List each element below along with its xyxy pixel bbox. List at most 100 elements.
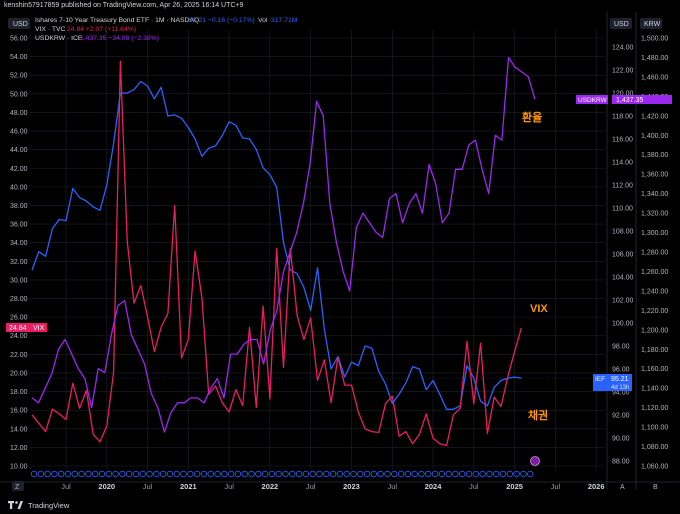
dividend-marker[interactable] [465,470,473,478]
dividend-marker[interactable] [438,470,446,478]
dividend-marker[interactable] [159,470,167,478]
annotation-bond: 채권 [528,408,548,422]
dividend-marker[interactable] [431,470,439,478]
dividend-marker[interactable] [268,470,276,478]
right-currency-label-2[interactable]: KRW [644,21,661,28]
dividend-marker[interactable] [30,470,38,478]
dividend-marker[interactable] [370,470,378,478]
mid-tick-label: 114.00 [612,160,633,167]
dividend-marker[interactable] [377,470,384,478]
dividend-marker[interactable] [499,470,507,478]
dividend-marker[interactable] [64,470,72,478]
annotation-fx: 환율 [522,110,542,124]
dividend-marker[interactable] [309,470,316,478]
dividend-marker[interactable] [221,470,228,478]
dividend-marker[interactable] [336,470,344,478]
dividend-marker[interactable] [187,470,194,478]
dividend-marker[interactable] [472,470,480,478]
earnings-marker[interactable] [530,456,540,466]
right-tick-label: 1,060.00 [641,464,668,471]
dividend-marker[interactable] [397,470,405,478]
dividend-marker[interactable] [200,470,208,478]
zoom-button[interactable]: Z [15,484,20,491]
right-tick-label: 1,460.00 [641,74,668,81]
dividend-marker[interactable] [282,470,289,478]
dividend-marker[interactable] [255,470,262,478]
legend-usdkrw-title[interactable]: USDKRW · ICE [35,35,83,42]
dividend-marker[interactable] [91,470,99,478]
dividend-marker[interactable] [248,470,255,478]
dividend-marker[interactable] [391,470,398,478]
x-tick-label: Jul [143,482,153,491]
dividend-marker[interactable] [343,470,350,478]
dividend-marker[interactable] [357,470,364,478]
x-tick-label: 2025 [506,482,523,491]
dividend-marker[interactable] [418,470,425,478]
dividend-marker[interactable] [85,470,92,478]
dividend-marker[interactable] [193,470,201,478]
usdkrw-line [31,56,536,433]
dividend-marker[interactable] [71,470,78,478]
usdkrw-badge-value: 1,437.35 [616,97,643,104]
dividend-marker[interactable] [513,470,520,478]
dividend-marker[interactable] [302,470,310,478]
dividend-marker[interactable] [316,470,323,478]
dividend-marker[interactable] [153,470,160,478]
usdkrw-name-bg [576,95,608,104]
dividend-marker[interactable] [112,470,119,478]
dividend-marker[interactable] [37,470,44,478]
dividend-marker[interactable] [411,470,418,478]
dividend-marker[interactable] [527,470,534,478]
dividend-marker[interactable] [51,470,58,478]
dividend-marker[interactable] [363,470,371,478]
legend-ief-title[interactable]: Ishares 7-10 Year Treasury Bond ETF · 1M… [35,17,199,24]
legend-vix-title[interactable]: VIX · TVC [35,26,66,33]
x-tick-label: 2021 [180,482,197,491]
usdkrw-value-bg [612,95,672,104]
dividend-marker[interactable] [98,470,106,478]
dividend-marker[interactable] [180,470,187,478]
chart-canvas[interactable]: Jul 2020 Jul 2021 Jul 2022 Jul 2023 Jul 2024 Jul 20… [0,12,680,496]
dividend-marker[interactable] [506,470,514,478]
dividend-marker[interactable] [425,470,432,478]
dividend-marker[interactable] [57,470,65,478]
dividend-marker[interactable] [105,470,112,478]
dividend-marker[interactable] [404,470,412,478]
dividend-marker[interactable] [234,470,242,478]
auto-scale-button[interactable]: A [620,484,625,491]
right-tick-label: 1,080.00 [641,444,668,451]
dividend-marker[interactable] [44,470,51,478]
dividend-marker[interactable] [486,470,493,478]
dividend-marker[interactable] [261,470,269,478]
dividend-marker[interactable] [350,470,357,478]
dividend-marker[interactable] [479,470,486,478]
right-currency-label-1[interactable]: USD [614,21,629,28]
dividend-marker[interactable] [493,470,500,478]
dividend-marker[interactable] [132,470,140,478]
log-scale-button[interactable]: B [653,484,658,491]
dividend-marker[interactable] [207,470,214,478]
dividend-marker[interactable] [227,470,235,478]
dividend-marker[interactable] [520,470,527,478]
dividend-marker[interactable] [173,470,180,478]
dividend-marker[interactable] [166,470,174,478]
legend-usdkrw-values: 1,437.35 −34.08 (−2.38%) [80,35,159,42]
dividend-marker[interactable] [275,470,282,478]
dividend-marker[interactable] [445,470,452,478]
dividend-marker[interactable] [289,470,296,478]
dividend-marker[interactable] [295,470,303,478]
dividend-marker[interactable] [323,470,330,478]
dividend-marker[interactable] [119,470,126,478]
dividend-marker[interactable] [78,470,85,478]
dividend-marker[interactable] [452,470,459,478]
dividend-marker[interactable] [146,470,153,478]
dividend-marker[interactable] [384,470,391,478]
dividend-marker[interactable] [214,470,221,478]
tradingview-logo[interactable]: TradingView [8,500,69,510]
dividend-marker[interactable] [241,470,248,478]
dividend-marker[interactable] [459,470,466,478]
dividend-marker[interactable] [139,470,146,478]
dividend-marker[interactable] [329,470,337,478]
left-currency-label[interactable]: USD [13,21,28,28]
dividend-marker[interactable] [125,470,133,478]
